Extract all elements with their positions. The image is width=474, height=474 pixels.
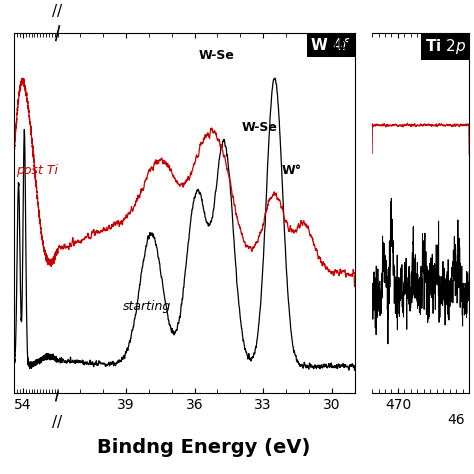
Text: (b): (b) [333,37,355,52]
Text: Bindng Energy (eV): Bindng Energy (eV) [97,438,310,457]
Text: W°: W° [282,164,302,177]
Text: W $\mathit{4f}$: W $\mathit{4f}$ [310,37,352,53]
Text: post Ti: post Ti [17,164,58,177]
Text: W-Se: W-Se [199,49,235,62]
Text: starting: starting [123,301,171,313]
Text: W-Se: W-Se [242,121,277,134]
Text: $\mathit{//}$: $\mathit{//}$ [52,413,64,430]
Text: $\mathit{//}$: $\mathit{//}$ [52,2,64,19]
Text: Ti $\mathit{2p}$: Ti $\mathit{2p}$ [425,37,466,56]
Text: 46: 46 [448,413,465,427]
